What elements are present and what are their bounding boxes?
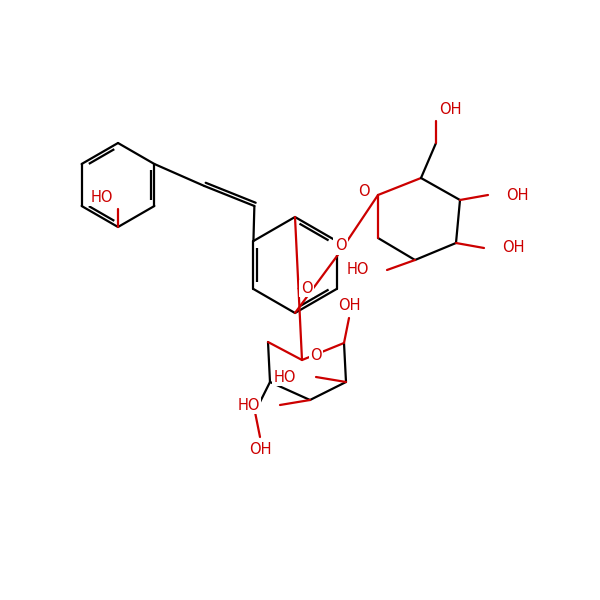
Text: OH: OH (249, 443, 271, 457)
Text: HO: HO (91, 190, 113, 205)
Text: HO: HO (274, 370, 296, 385)
Text: OH: OH (439, 103, 461, 118)
Text: OH: OH (338, 298, 360, 313)
Text: HO: HO (347, 263, 369, 277)
Text: O: O (301, 281, 313, 296)
Text: OH: OH (502, 241, 524, 256)
Text: O: O (310, 349, 322, 364)
Text: HO: HO (238, 397, 260, 413)
Text: OH: OH (506, 187, 529, 202)
Text: O: O (335, 238, 346, 253)
Text: O: O (358, 184, 370, 199)
